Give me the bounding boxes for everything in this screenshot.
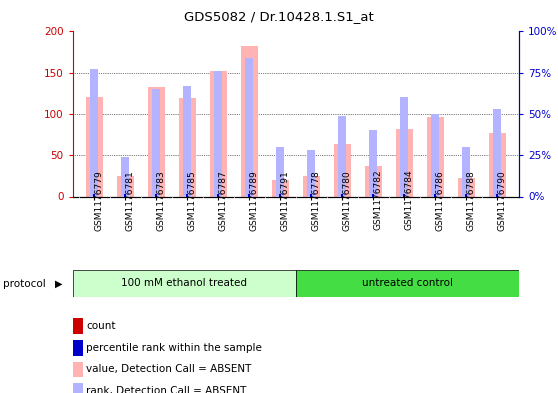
Bar: [248, 194, 250, 196]
Bar: [396, 129, 413, 196]
Bar: [401, 97, 408, 196]
Text: GSM1176781: GSM1176781: [125, 170, 134, 231]
Text: GSM1176789: GSM1176789: [249, 170, 258, 231]
Bar: [365, 166, 382, 196]
Bar: [403, 194, 405, 196]
Text: GSM1176788: GSM1176788: [466, 170, 475, 231]
Text: 100 mM ethanol treated: 100 mM ethanol treated: [121, 278, 247, 288]
Bar: [122, 157, 129, 196]
Text: GDS5082 / Dr.10428.1.S1_at: GDS5082 / Dr.10428.1.S1_at: [184, 10, 374, 23]
Bar: [310, 194, 312, 196]
Bar: [185, 194, 189, 196]
Bar: [155, 194, 157, 196]
Bar: [123, 194, 127, 196]
Text: GSM1176782: GSM1176782: [373, 170, 382, 230]
Bar: [369, 130, 377, 196]
Bar: [280, 194, 281, 196]
Bar: [496, 194, 499, 196]
Text: GSM1176790: GSM1176790: [497, 170, 506, 231]
Bar: [93, 194, 96, 196]
Bar: [86, 97, 103, 196]
Bar: [155, 194, 158, 196]
Text: GSM1176779: GSM1176779: [94, 170, 103, 231]
Bar: [334, 144, 351, 196]
Text: GSM1176778: GSM1176778: [311, 170, 320, 231]
Bar: [90, 70, 98, 196]
Bar: [338, 116, 346, 196]
Text: GSM1176780: GSM1176780: [342, 170, 351, 231]
Bar: [309, 194, 313, 196]
Bar: [465, 194, 467, 196]
Bar: [372, 194, 374, 196]
Bar: [148, 87, 165, 196]
Bar: [117, 176, 134, 196]
Bar: [307, 150, 315, 196]
Bar: [93, 194, 95, 196]
Text: GSM1176791: GSM1176791: [280, 170, 289, 231]
Bar: [179, 98, 196, 196]
Bar: [303, 176, 320, 196]
Bar: [184, 86, 191, 196]
Bar: [402, 194, 406, 196]
Bar: [296, 270, 519, 297]
Text: percentile rank within the sample: percentile rank within the sample: [86, 343, 262, 353]
Bar: [372, 194, 375, 196]
Bar: [434, 194, 436, 196]
Bar: [152, 89, 160, 196]
Bar: [431, 114, 439, 196]
Bar: [186, 194, 188, 196]
Bar: [246, 58, 253, 196]
Bar: [458, 178, 475, 196]
Text: GSM1176783: GSM1176783: [156, 170, 165, 231]
Bar: [278, 194, 282, 196]
Text: value, Detection Call = ABSENT: value, Detection Call = ABSENT: [86, 364, 252, 375]
Text: GSM1176785: GSM1176785: [187, 170, 196, 231]
Text: count: count: [86, 321, 116, 331]
Bar: [463, 147, 470, 196]
Bar: [247, 194, 251, 196]
Text: GSM1176784: GSM1176784: [404, 170, 413, 230]
Bar: [434, 194, 437, 196]
Bar: [73, 270, 296, 297]
Bar: [496, 194, 498, 196]
Bar: [276, 147, 284, 196]
Text: GSM1176787: GSM1176787: [218, 170, 227, 231]
Bar: [272, 180, 289, 196]
Bar: [464, 194, 468, 196]
Bar: [210, 71, 227, 196]
Bar: [240, 46, 258, 196]
Bar: [493, 109, 501, 196]
Text: protocol: protocol: [3, 279, 46, 289]
Bar: [340, 194, 344, 196]
Bar: [217, 194, 219, 196]
Text: GSM1176786: GSM1176786: [435, 170, 444, 231]
Bar: [489, 133, 506, 196]
Bar: [217, 194, 220, 196]
Bar: [427, 117, 444, 196]
Text: ▶: ▶: [55, 279, 62, 289]
Text: untreated control: untreated control: [362, 278, 453, 288]
Bar: [341, 194, 343, 196]
Bar: [214, 71, 222, 196]
Bar: [124, 194, 126, 196]
Text: rank, Detection Call = ABSENT: rank, Detection Call = ABSENT: [86, 386, 247, 393]
